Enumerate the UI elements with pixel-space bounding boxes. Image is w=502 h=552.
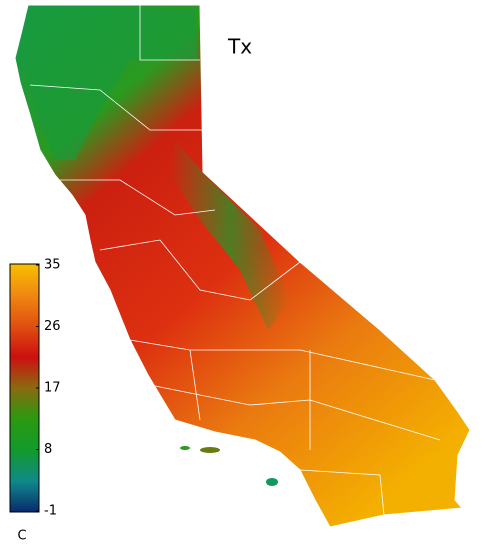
colorbar-tick-label: 26 — [44, 319, 61, 334]
island — [266, 478, 278, 486]
colorbar — [9, 263, 40, 513]
colorbar-tick-label: -1 — [44, 504, 57, 519]
mountain-band — [170, 140, 290, 330]
california-map — [14, 4, 471, 528]
county-lines — [29, 5, 441, 516]
colorbar-tick-label: 17 — [44, 381, 61, 396]
north-mountains — [25, 10, 198, 160]
island — [180, 446, 190, 450]
colorbar-unit: C — [17, 529, 26, 544]
island — [200, 447, 220, 453]
colorbar-tick-label: 35 — [44, 258, 61, 273]
colorbar-tick-label: 8 — [44, 442, 52, 457]
map-title: Tx — [227, 35, 252, 59]
